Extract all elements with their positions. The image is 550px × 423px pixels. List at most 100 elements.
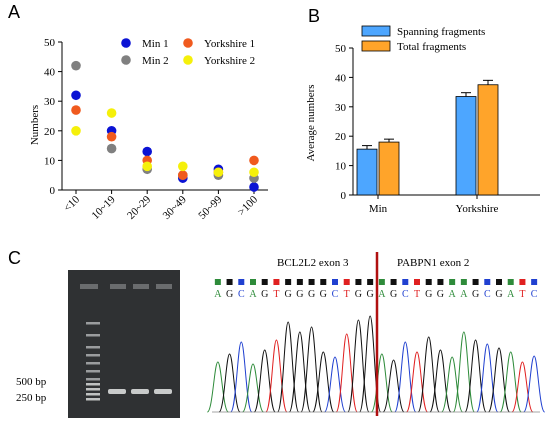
base-call-box [296, 279, 303, 285]
pcr-band [108, 389, 126, 394]
bcl2l2-exon-label: BCL2L2 exon 3 [277, 257, 349, 269]
base-letter: C [531, 289, 538, 300]
dna-ladder [86, 322, 100, 401]
base-call-box [519, 279, 526, 285]
bar [455, 96, 477, 196]
trace-peak [476, 343, 499, 413]
base-letter: A [378, 289, 386, 300]
legend-label: Min 2 [142, 55, 169, 67]
trace-peak [464, 339, 487, 413]
ladder-band [86, 388, 100, 391]
base-letter: A [214, 289, 222, 300]
base-call-box [437, 279, 444, 285]
base-call-box [320, 279, 327, 285]
base-call-box [414, 279, 420, 285]
base-letter: C [238, 289, 245, 300]
base-letter: T [414, 289, 420, 300]
y-tick-label: 50 [335, 43, 347, 55]
marker-500bp-label: 500 bp [16, 376, 47, 388]
trace-peak [241, 363, 265, 413]
base-letter: A [507, 289, 515, 300]
data-point [142, 161, 152, 172]
base-letter: A [249, 289, 257, 300]
y-tick-label: 30 [335, 102, 347, 114]
y-axis-label-a: Numbers [29, 105, 41, 145]
base-letter: C [484, 289, 491, 300]
trace-peak [499, 351, 522, 413]
y-tick-label: 20 [44, 126, 56, 138]
base-call-box [472, 279, 479, 285]
data-point [142, 146, 152, 157]
marker-250bp-label: 250 bp [16, 392, 47, 404]
y-tick-label: 0 [50, 185, 56, 197]
base-letter: C [402, 289, 409, 300]
well [156, 284, 172, 289]
bar [477, 84, 499, 196]
trace-peak [370, 353, 393, 413]
bar [356, 148, 378, 196]
trace-peak [288, 331, 311, 413]
well [110, 284, 126, 289]
base-call-box [402, 279, 409, 285]
base-call-box [343, 279, 350, 285]
data-point [71, 126, 81, 136]
trace-peak [206, 361, 229, 413]
base-letter: G [296, 289, 303, 300]
ladder-band [86, 354, 100, 357]
data-point [178, 170, 188, 180]
trace-peak [382, 359, 405, 413]
y-tick-label: 0 [341, 190, 347, 202]
x-tick-label: 20~29 [125, 193, 154, 222]
base-letter: A [460, 289, 468, 300]
data-point [71, 90, 81, 101]
legend-swatch [361, 25, 391, 37]
base-letter: G [355, 289, 362, 300]
base-letter: G [390, 289, 397, 300]
base-call-box [250, 279, 256, 285]
trace-peak [394, 341, 417, 413]
well [80, 284, 98, 289]
pcr-band [131, 389, 149, 394]
gel-image [68, 270, 180, 418]
x-tick-label: 50~99 [196, 193, 225, 222]
panel-c-letter: C [8, 248, 21, 268]
ladder-band [86, 346, 100, 349]
data-point [249, 167, 259, 178]
legend-label: Total fragments [397, 41, 466, 53]
base-call-box [238, 279, 245, 285]
trace-peak [429, 349, 452, 413]
base-letter: G [285, 289, 292, 300]
trace-peak [487, 347, 511, 413]
trace-peak [417, 336, 440, 413]
base-letter: G [367, 289, 374, 300]
data-point [106, 108, 117, 118]
trace-peak [265, 339, 288, 413]
base-letter: T [519, 289, 525, 300]
y-tick-label: 40 [335, 72, 347, 84]
base-letter: G [320, 289, 327, 300]
base-call-box [531, 279, 538, 285]
y-tick-label: 30 [44, 96, 56, 108]
data-point [71, 105, 81, 115]
ladder-band [86, 370, 100, 373]
y-axis-label-b: Average numbers [305, 84, 317, 161]
bar-chart: Average numbers 0 10 20 30 40 50 Min Yorkshire S… [305, 25, 540, 215]
ladder-band [86, 322, 100, 325]
x-tick-label: <10 [61, 193, 82, 214]
data-point [71, 60, 81, 71]
x-tick-label: 30~49 [161, 193, 190, 222]
pcr-band [154, 389, 172, 394]
legend-label: Yorkshire 2 [204, 55, 255, 67]
base-letter: G [308, 289, 315, 300]
base-call-box [226, 279, 233, 285]
ladder-band [86, 362, 100, 365]
legend-label: Min 1 [142, 38, 169, 50]
base-letter: A [449, 289, 457, 300]
base-call-box [507, 279, 514, 285]
trace-peak [452, 331, 475, 413]
data-point [249, 182, 259, 192]
x-tick-label: 10~19 [89, 193, 118, 222]
bar [378, 141, 400, 196]
trace-peak [511, 361, 534, 413]
y-tick-label: 10 [335, 161, 347, 173]
